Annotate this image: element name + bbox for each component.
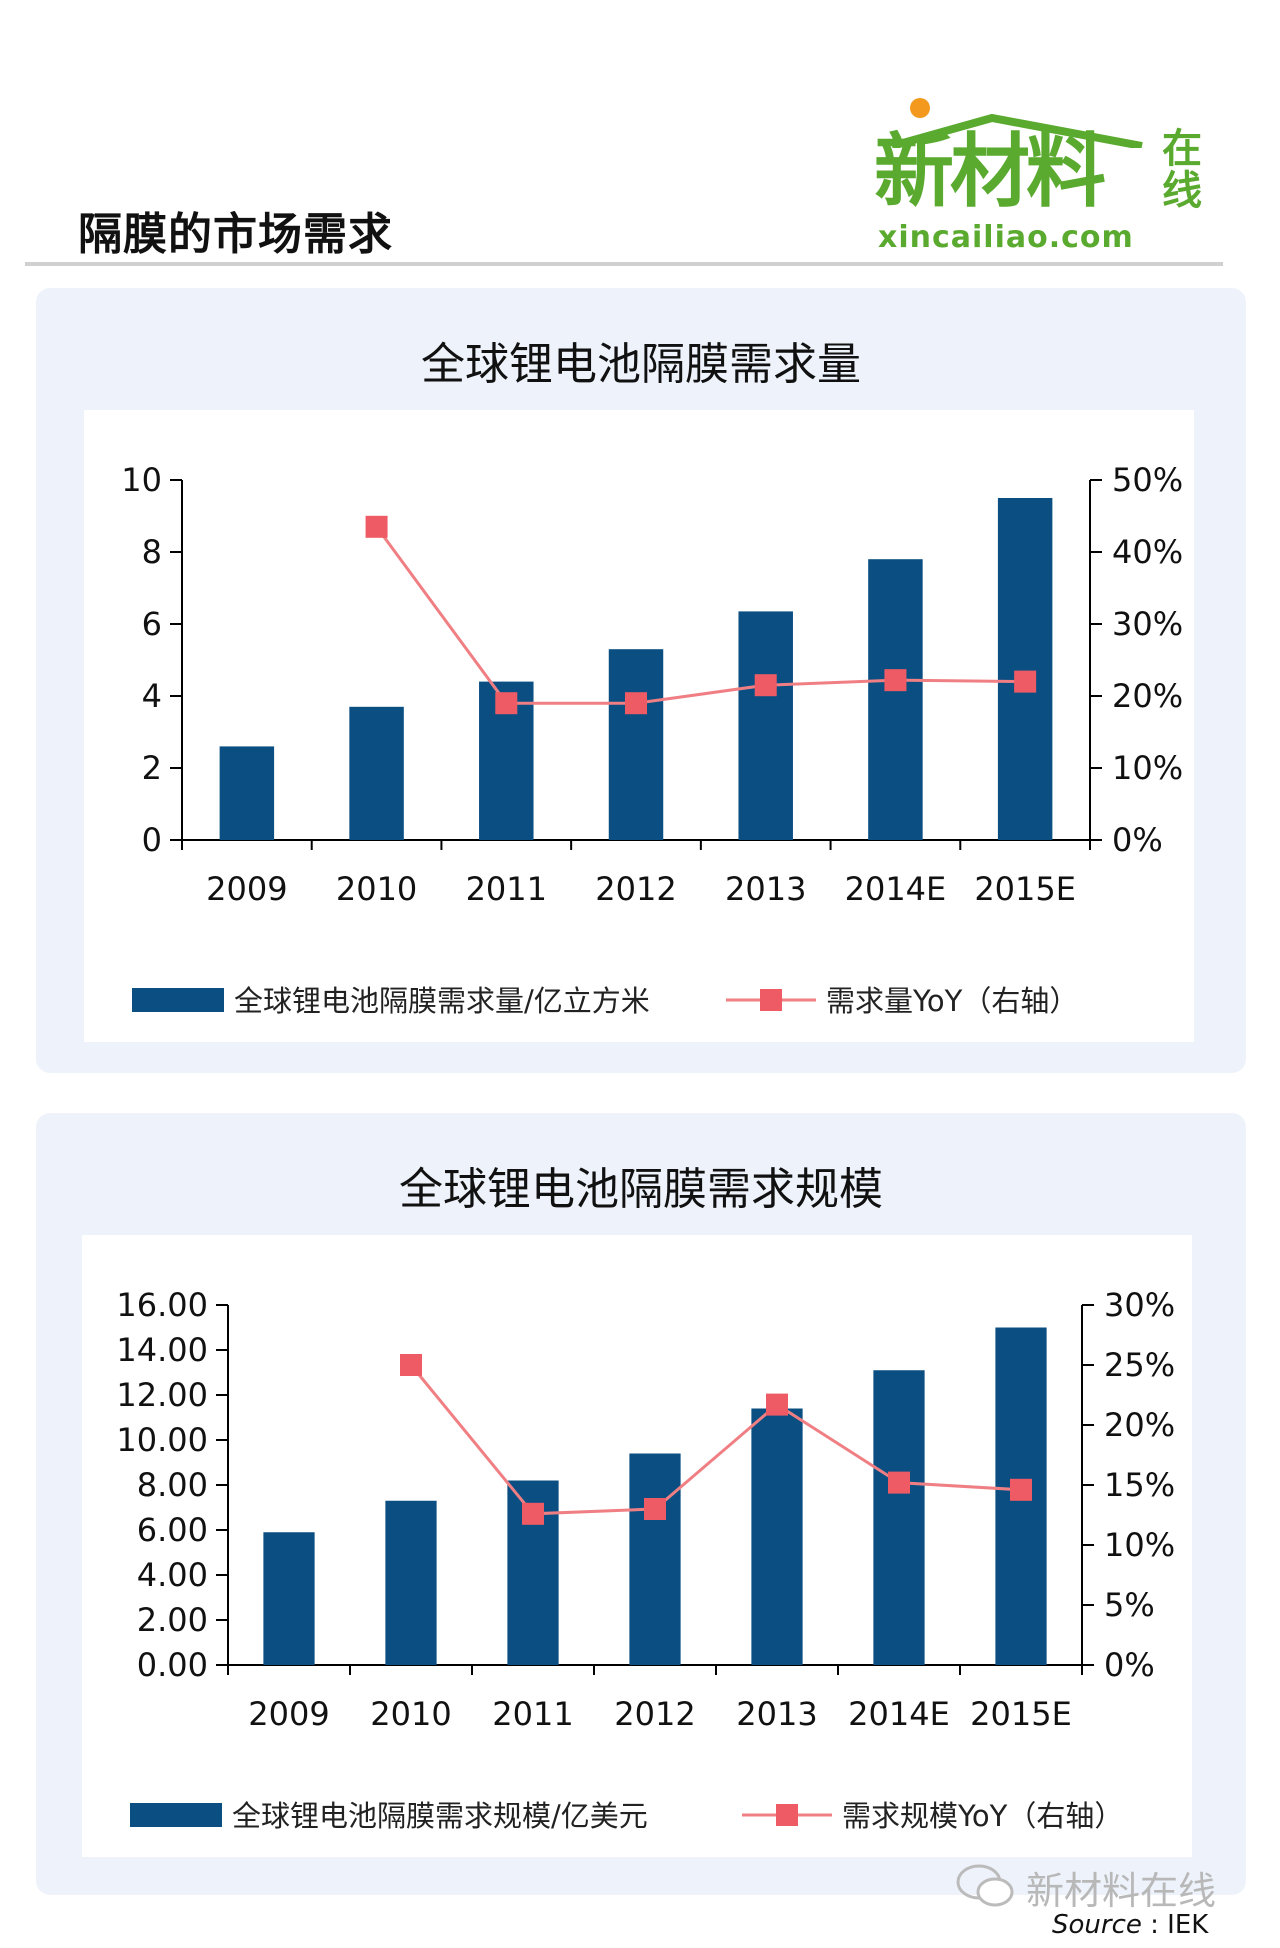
y2-tick-label: 0% [1104,1646,1155,1684]
bar [873,1370,925,1665]
y2-tick-label: 10% [1104,1526,1175,1564]
logo-side-text: 在线 [1162,126,1202,214]
x-tick-label: 2015E [970,1695,1072,1733]
demand-market-chart: 0.00 2.00 4.00 6.00 8.00 10.00 12.00 14.00 16.00… [116,1286,1175,1833]
yoy-line [409,1364,1022,1516]
y2-tick-label: 40% [1112,533,1183,571]
y2-tick-label: 20% [1104,1406,1175,1444]
y-tick-label: 10.00 [116,1421,208,1459]
y-tick-label: 8.00 [137,1466,208,1504]
yoy-marker [884,669,907,692]
yoy-marker [888,1471,910,1494]
y2-tick-label: 5% [1104,1586,1155,1624]
yoy-marker [400,1354,422,1376]
y-tick-label: 16.00 [116,1286,208,1324]
watermark-text: 新材料在线 [1026,1869,1217,1913]
y-tick-label: 8 [142,533,162,571]
logo-url: xincailiao.com [878,220,1134,255]
bar [629,1453,681,1665]
y-tick-label: 14.00 [116,1331,208,1369]
plot-area: 0 2 4 6 8 10 0% 10% 20% 30% 40% 50% 2009 2010 2011 2012… [84,410,1194,1042]
y2-tick-label: 50% [1112,461,1183,499]
legend-bar-label: 全球锂电池隔膜需求量/亿立方米 [234,984,650,1018]
yoy-line [375,525,1026,705]
yoy-marker [495,692,518,715]
y2-tick-label: 10% [1112,749,1183,787]
bar [997,498,1053,840]
y2-tick-label: 20% [1112,677,1183,715]
y2-tick-label: 15% [1104,1466,1175,1504]
y2-tick-label: 25% [1104,1346,1175,1384]
bar [868,559,923,840]
y-tick-label: 2.00 [137,1601,208,1639]
x-tick-label: 2013 [725,870,806,908]
legend-line-label: 需求规模YoY（右轴） [842,1799,1123,1833]
y-tick-label: 4 [142,677,162,715]
x-tick-label: 2010 [370,1695,451,1733]
legend-bar-swatch [132,988,224,1012]
plot-area: 0.00 2.00 4.00 6.00 8.00 10.00 12.00 14.00 16.00… [82,1235,1192,1857]
chart-title: 全球锂电池隔膜需求量 [421,339,861,390]
yoy-marker [754,674,777,697]
chart-panel-demand-market: 全球锂电池隔膜需求规模 0.00 2.00 4.00 6.00 8.00 10.00 12.… [36,1113,1246,1895]
y-tick-label: 0 [142,821,162,859]
x-tick-label: 2010 [336,870,417,908]
bar [608,649,664,840]
demand-volume-chart: 0 2 4 6 8 10 0% 10% 20% 30% 40% 50% 2009 2010 2011 2012… [121,461,1183,1018]
x-tick-label: 2012 [614,1695,695,1733]
bar [385,1500,437,1665]
y-tick-label: 12.00 [116,1376,208,1414]
y-tick-label: 6 [142,605,162,643]
logo-main-text: 新材料 [874,125,1106,218]
y2-tick-label: 30% [1112,605,1183,643]
legend-bar-label: 全球锂电池隔膜需求规模/亿美元 [232,1799,648,1833]
x-tick-label: 2011 [492,1695,573,1733]
y-tick-label: 10 [121,461,162,499]
xincailiao-logo[interactable]: 新材料 在线 xincailiao.com [872,92,1217,255]
bar [219,746,275,840]
y-tick-label: 4.00 [137,1556,208,1594]
y-tick-label: 6.00 [137,1511,208,1549]
source-separator: : [1141,1910,1168,1940]
x-tick-label: 2015E [974,870,1076,908]
x-tick-label: 2014E [845,870,947,908]
x-tick-label: 2014E [848,1695,950,1733]
source-label: Source [1052,1910,1142,1940]
title-divider [25,262,1223,266]
bar [263,1532,315,1665]
yoy-marker [1014,670,1037,693]
bar [349,706,404,840]
bar [751,1408,803,1665]
wechat-icon [956,1864,1014,1907]
x-tick-label: 2011 [466,870,547,908]
source-note: Source : IEK [1052,1910,1208,1940]
yoy-marker [522,1502,544,1525]
legend-line-marker [776,1804,798,1826]
y-tick-label: 2 [142,749,162,787]
yoy-marker [766,1393,788,1416]
yoy-marker [644,1498,666,1520]
legend-bar-swatch [130,1803,222,1827]
yoy-marker [1010,1478,1032,1501]
bar [738,611,793,840]
y-tick-label: 0.00 [137,1646,208,1684]
logo-dot [910,98,930,118]
x-tick-label: 2012 [595,870,676,908]
page-title: 隔膜的市场需求 [78,209,393,260]
legend-line-marker [760,989,782,1011]
y2-tick-label: 0% [1112,821,1163,859]
x-tick-label: 2013 [736,1695,817,1733]
chart-title: 全球锂电池隔膜需求规模 [399,1164,883,1215]
y2-tick-label: 30% [1104,1286,1175,1324]
source-value: IEK [1167,1910,1209,1940]
chart-panel-demand-volume: 全球锂电池隔膜需求量 0 2 4 6 8 10 0% 10% 20% 30% 40% 50% 2009 2… [36,288,1246,1073]
yoy-marker [365,515,388,538]
logo-roof-icon [892,113,1143,148]
x-tick-label: 2009 [248,1695,329,1733]
yoy-marker [625,692,647,715]
legend-line-label: 需求量YoY（右轴） [826,984,1078,1018]
x-tick-label: 2009 [206,870,287,908]
